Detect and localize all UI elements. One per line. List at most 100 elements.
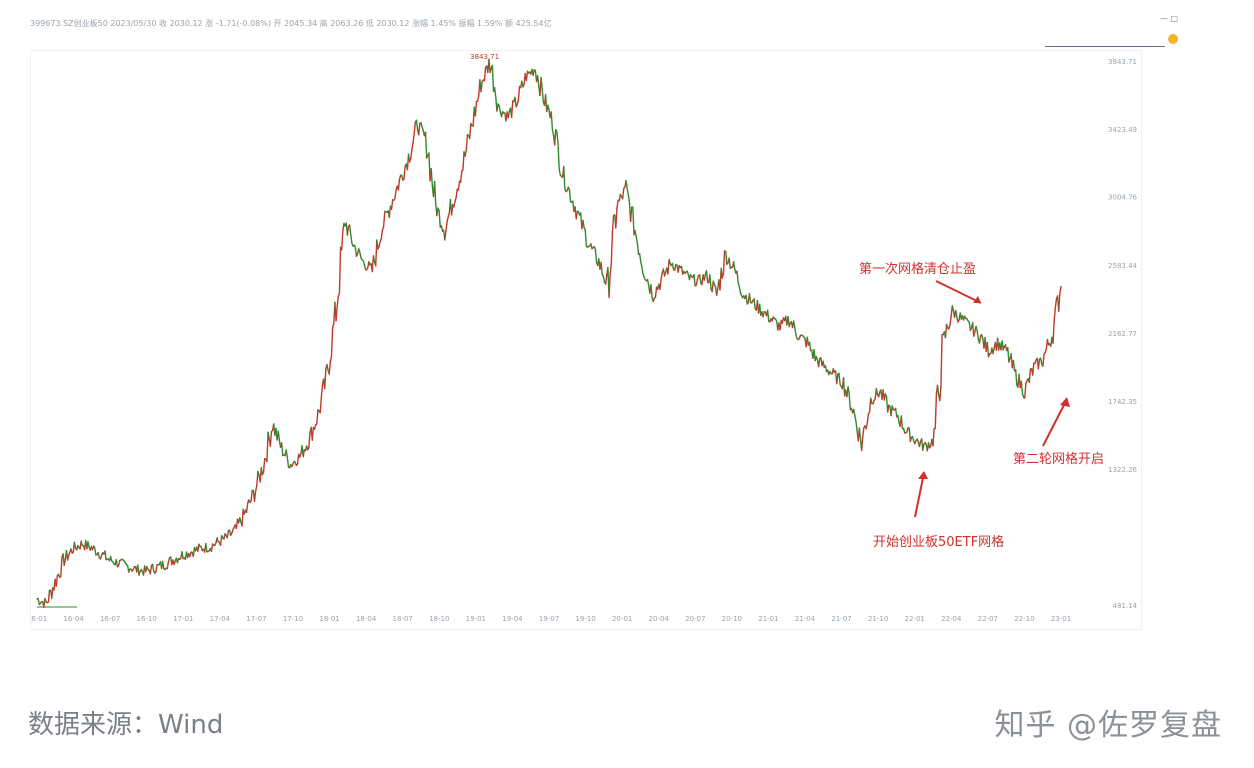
series-segment bbox=[1046, 338, 1050, 346]
x-tick-label: 19-04 bbox=[502, 615, 523, 623]
series-segment bbox=[1014, 369, 1018, 386]
series-segment bbox=[934, 393, 938, 430]
series-segment bbox=[575, 210, 579, 220]
x-tick-label: 20-07 bbox=[685, 615, 705, 623]
annotation-first-exit: 第一次网格清仓止盈 bbox=[859, 261, 976, 277]
series-segment bbox=[104, 550, 107, 561]
series-segment bbox=[162, 560, 165, 570]
annotation-arrow-1 bbox=[935, 280, 982, 304]
series-segment bbox=[703, 274, 707, 281]
x-tick-label: 20-10 bbox=[722, 615, 742, 623]
series-segment bbox=[496, 103, 499, 112]
y-tick-label: 481.14 bbox=[1113, 602, 1138, 610]
series-segment bbox=[668, 258, 671, 265]
series-segment bbox=[440, 224, 444, 232]
series-segment bbox=[97, 551, 101, 559]
series-segment bbox=[600, 261, 603, 276]
series-segment bbox=[621, 187, 625, 200]
series-segment bbox=[1042, 353, 1045, 367]
x-tick-label: 23-01 bbox=[1051, 615, 1071, 623]
series-segment bbox=[267, 431, 270, 440]
series-segment bbox=[732, 261, 736, 270]
series-segment bbox=[659, 278, 662, 290]
series-segment bbox=[794, 327, 797, 336]
series-segment bbox=[762, 311, 765, 318]
x-tick-label: 17-01 bbox=[173, 615, 193, 623]
series-segment bbox=[865, 422, 869, 430]
annotation-start-grid: 开始创业板50ETF网格 bbox=[873, 534, 1004, 550]
series-segment bbox=[547, 104, 550, 111]
y-tick-label: 3423.49 bbox=[1108, 126, 1137, 134]
series-segment bbox=[205, 542, 208, 553]
series-segment bbox=[474, 100, 478, 117]
series-segment bbox=[842, 377, 846, 397]
annotation-arrow-3 bbox=[1042, 400, 1067, 447]
line-chart: 481.14 1322.26 1742.35 2162.77 2583.44 3004.7… bbox=[31, 53, 1138, 623]
series-segment bbox=[350, 234, 353, 244]
series-segment bbox=[254, 485, 258, 492]
series-segment bbox=[189, 551, 192, 558]
x-tick-label: 21-04 bbox=[795, 615, 816, 623]
series-segment bbox=[558, 168, 562, 176]
series-segment bbox=[616, 199, 619, 209]
series-segment bbox=[453, 200, 456, 208]
series-segment bbox=[51, 587, 54, 599]
series-segment bbox=[418, 122, 421, 136]
peak-label: 3843.71 bbox=[470, 53, 499, 61]
range-selector[interactable] bbox=[1045, 36, 1165, 47]
series-segment bbox=[594, 249, 598, 264]
series-segment bbox=[667, 258, 670, 275]
x-tick-label: 20-04 bbox=[649, 615, 670, 623]
series-segment bbox=[302, 449, 306, 458]
series-segment bbox=[721, 273, 725, 279]
series-segment bbox=[250, 489, 253, 502]
series-segment bbox=[483, 66, 487, 82]
series-segment bbox=[454, 196, 457, 203]
series-segment bbox=[1058, 292, 1061, 312]
plot-area: 481.14 1322.26 1742.35 2162.77 2583.44 3004.7… bbox=[30, 50, 1142, 630]
series-segment bbox=[324, 368, 327, 390]
series-segment bbox=[241, 508, 244, 527]
series-segment bbox=[363, 264, 367, 271]
series-segment bbox=[736, 270, 739, 283]
x-tick-label: 18-04 bbox=[356, 615, 377, 623]
series-segment bbox=[711, 280, 714, 293]
settings-icon[interactable] bbox=[1168, 34, 1178, 44]
series-segment bbox=[858, 427, 862, 440]
x-tick-label: 20-01 bbox=[612, 615, 632, 623]
x-tick-label: 17-07 bbox=[246, 615, 266, 623]
series-segment bbox=[166, 561, 170, 570]
series-segment bbox=[608, 273, 611, 299]
series-segment bbox=[346, 226, 350, 236]
series-segment bbox=[1028, 368, 1032, 384]
x-tick-label: 22-04 bbox=[941, 615, 962, 623]
series-segment bbox=[671, 262, 675, 271]
series-segment bbox=[87, 541, 90, 548]
series-segment bbox=[1031, 362, 1035, 376]
x-tick-label: 16-04 bbox=[63, 615, 84, 623]
series-segment bbox=[951, 305, 955, 312]
series-segment bbox=[410, 148, 413, 159]
x-tick-label: 19-07 bbox=[539, 615, 559, 623]
series-segment bbox=[563, 165, 566, 190]
series-segment bbox=[705, 270, 709, 283]
y-tick-label: 2583.44 bbox=[1108, 262, 1137, 270]
series-segment bbox=[491, 64, 495, 92]
series-segment bbox=[536, 75, 540, 87]
series-segment bbox=[326, 363, 329, 372]
series-segment bbox=[311, 426, 315, 441]
series-segment bbox=[753, 298, 756, 310]
series-segment bbox=[308, 431, 311, 449]
y-tick-label: 1322.26 bbox=[1108, 466, 1137, 474]
minimize-icon[interactable]: — bbox=[1160, 14, 1168, 23]
close-icon[interactable]: □ bbox=[1170, 14, 1179, 23]
series-segment bbox=[412, 132, 415, 144]
series-segment bbox=[944, 323, 948, 339]
series-segment bbox=[981, 333, 984, 340]
series-segment bbox=[329, 355, 333, 363]
series-segment bbox=[866, 413, 870, 424]
series-segment bbox=[660, 272, 663, 280]
series-segment bbox=[462, 151, 465, 171]
series-segment bbox=[60, 556, 63, 578]
series-segment bbox=[280, 442, 284, 457]
